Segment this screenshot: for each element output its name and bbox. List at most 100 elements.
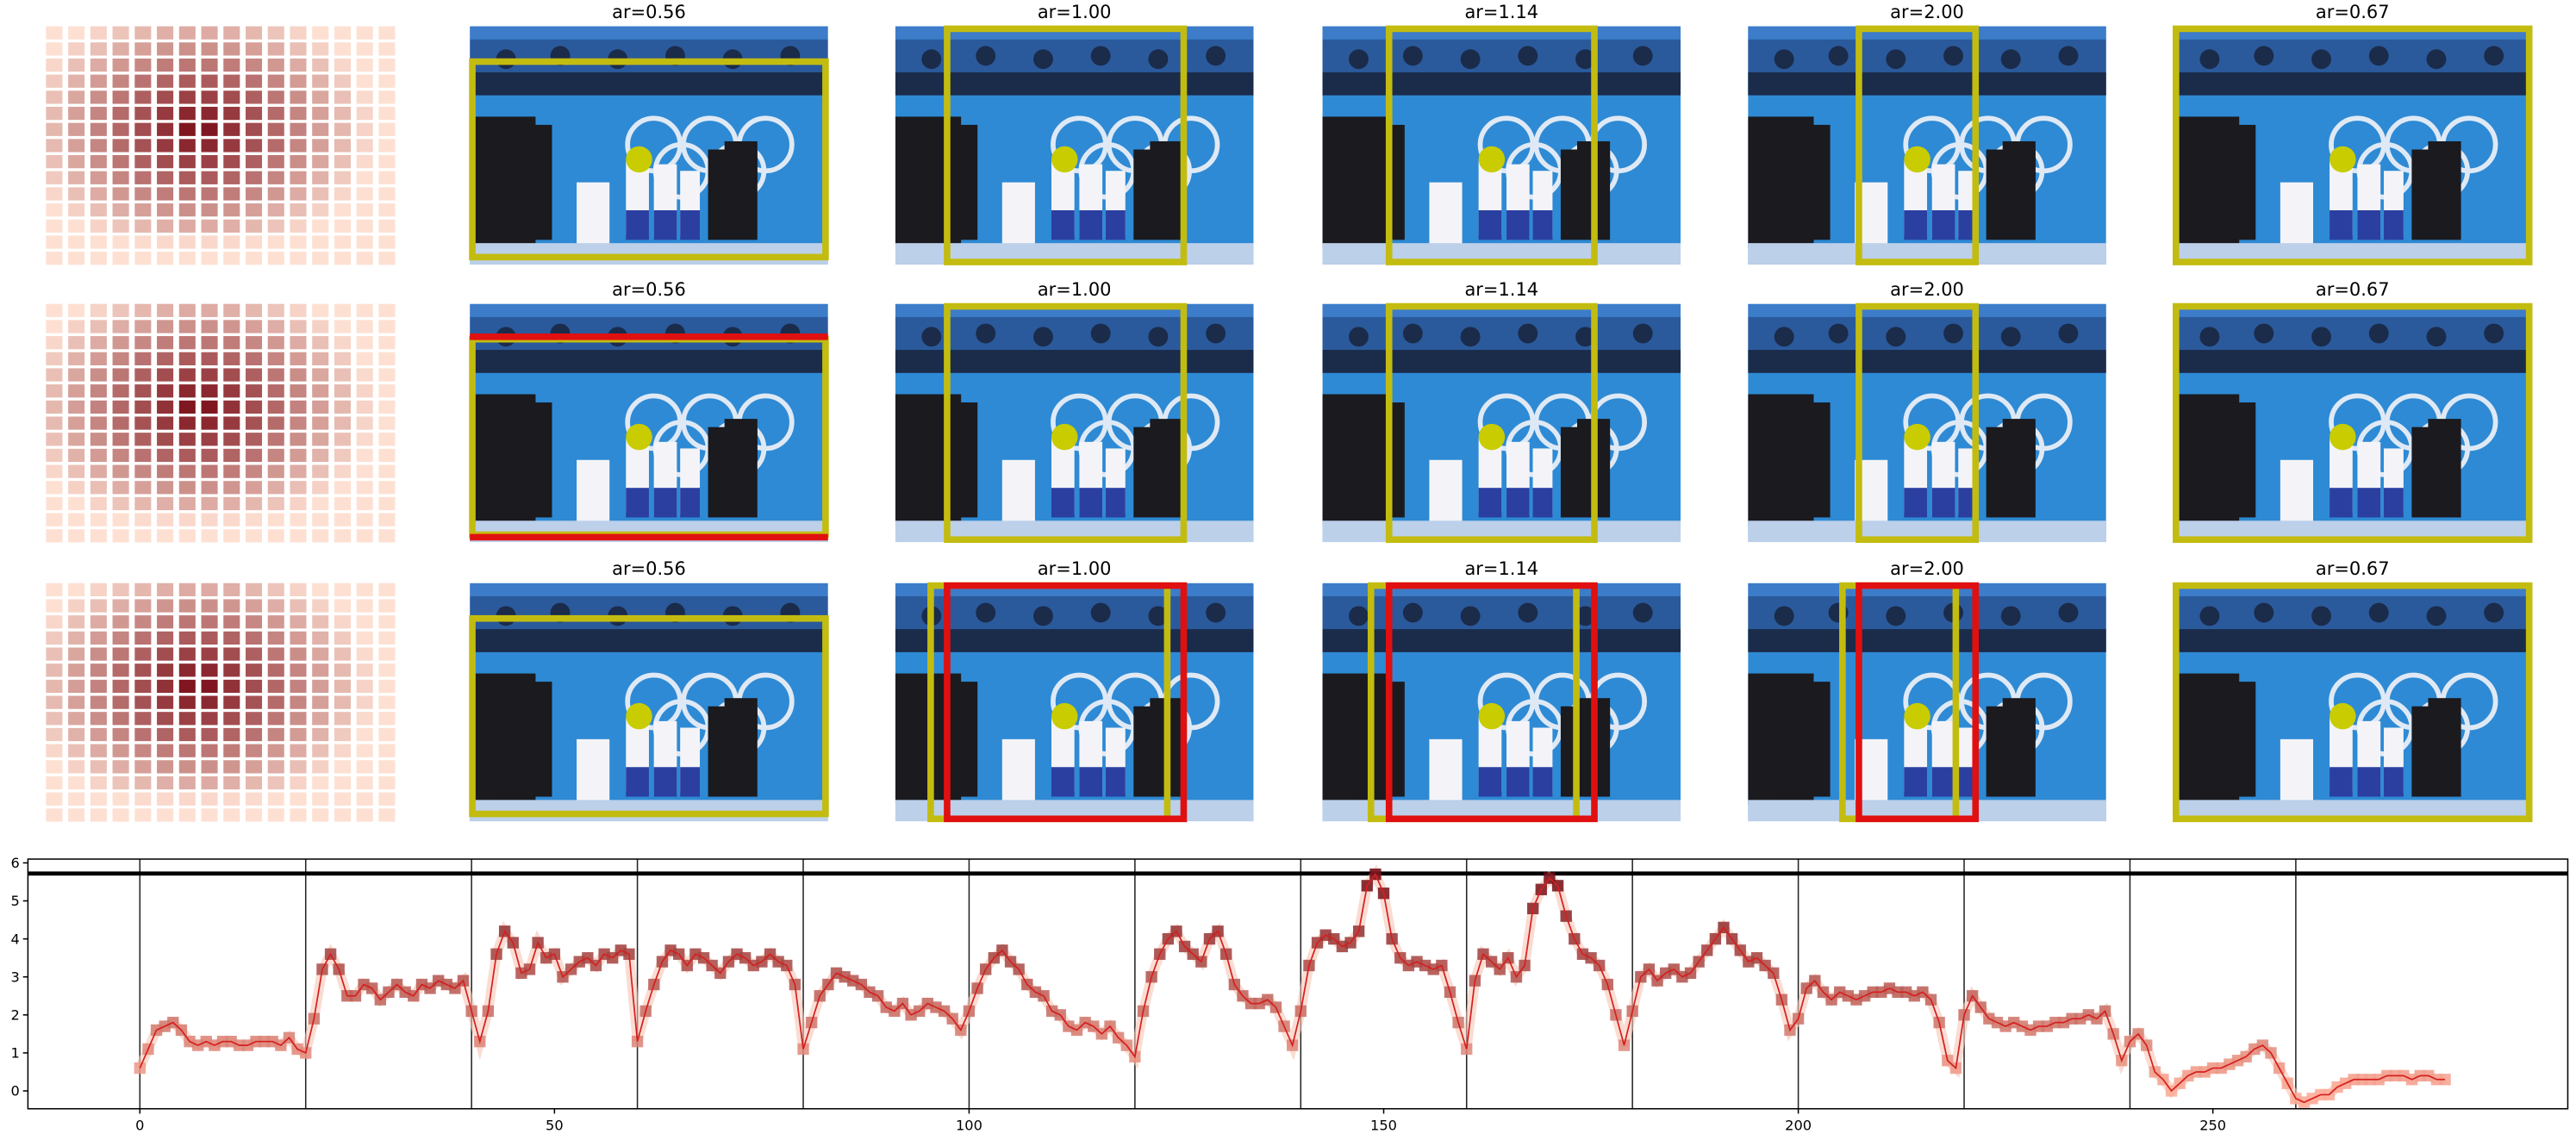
heatmap-cell [178,122,196,136]
heatmap-cell [157,712,174,726]
heatmap-cell [134,384,152,398]
heatmap-cell [290,368,307,382]
heatmap-cell [267,727,284,742]
heatmap-cell [267,203,284,217]
heatmap-cell [290,792,307,806]
heatmap-cell [312,679,329,694]
heatmap-cell [378,303,396,317]
heatmap-cell [223,792,240,806]
heatmap-cell [356,760,373,774]
heatmap-cell [378,235,396,249]
heatmap-cell [334,760,351,774]
heatmap-cell [378,679,396,694]
heatmap-cell [90,416,107,430]
heatmap-cell [46,106,63,121]
heatmap-cell [334,368,351,382]
heatmap-cell [201,416,218,430]
heatmap-cell [290,481,307,495]
heatmap-cell [245,90,263,104]
heatmap-cell [378,529,396,543]
heatmap-cell [378,792,396,806]
heatmap-cell [267,529,284,543]
heatmap-cell [68,106,85,121]
heatmap-cell [267,74,284,88]
crop-box [1385,582,1598,823]
heatmap-cell [290,582,307,596]
heatmap-cell [356,727,373,742]
heatmap-cell [68,727,85,742]
heatmap-cell [90,792,107,806]
heatmap-cell [356,384,373,398]
heatmap-cell [356,336,373,350]
heatmap-cell [245,320,263,333]
heatmap-cell [157,496,174,511]
heatmap-cell [267,26,284,40]
heatmap-cell [267,481,284,495]
heatmap-cell [334,416,351,430]
heatmap-cell [356,599,373,613]
heatmap-cell [223,727,240,742]
heatmap-cell [290,303,307,317]
heatmap-cell [201,744,218,757]
photo [1323,583,1681,821]
x-tick-label: 150 [1370,1118,1397,1134]
heatmap-cell [178,808,196,822]
heatmap-cell [46,448,63,463]
heatmap-cell [290,26,307,40]
panel-title: ar=1.14 [1464,279,1538,300]
heatmap-cell [46,336,63,350]
heatmap-cell [178,252,196,265]
heatmap-cell [178,154,196,169]
target-dot [1904,702,1930,730]
heatmap-cell [312,26,329,40]
heatmap-cell [90,154,107,169]
heatmap-cell [334,481,351,495]
heatmap-cell [334,695,351,709]
heatmap-cell [312,513,329,526]
panel-title: ar=0.56 [612,279,686,300]
heatmap-cell [334,615,351,629]
heatmap-cell [245,384,263,398]
heatmap-cell [112,384,129,398]
heatmap-cell [46,679,63,694]
heatmap-cell [245,582,263,596]
heatmap-cell [46,368,63,382]
crop-box [944,25,1188,265]
heatmap-cell [223,74,240,88]
heatmap-cell [68,58,85,72]
heatmap-cell [46,90,63,104]
heatmap-cell [356,154,373,169]
heatmap-cell [378,384,396,398]
heatmap-cell [223,496,240,511]
heatmap-cell [312,42,329,56]
heatmap-cell [178,187,196,201]
heatmap-cell [267,599,284,613]
heatmap-cell [178,58,196,72]
heatmap-cell [157,154,174,169]
heatmap-cell [334,599,351,613]
heatmap-cell [134,481,152,495]
panel-title: ar=0.67 [2316,558,2390,579]
heatmap-cell [46,631,63,645]
target-dot [1478,423,1506,451]
heatmap-cell [157,58,174,72]
heatmap-cell [68,695,85,709]
heatmap-cell [178,727,196,742]
heatmap-cell [46,464,63,478]
heatmap-cell [90,481,107,495]
heatmap-cell [157,352,174,365]
target-dot [626,146,652,173]
heatmap-cell [245,776,263,790]
heatmap-cell [245,235,263,249]
heatmap-cell [90,727,107,742]
heatmap-cell [68,448,85,463]
heatmap-cell [201,615,218,629]
heatmap-cell [312,695,329,709]
heatmap-cell [334,631,351,645]
heatmap-cell [334,187,351,201]
heatmap-cell [245,171,263,184]
heatmap-cell [157,74,174,88]
heatmap-cell [157,448,174,463]
heatmap-cell [245,727,263,742]
heatmap-cell [312,219,329,233]
